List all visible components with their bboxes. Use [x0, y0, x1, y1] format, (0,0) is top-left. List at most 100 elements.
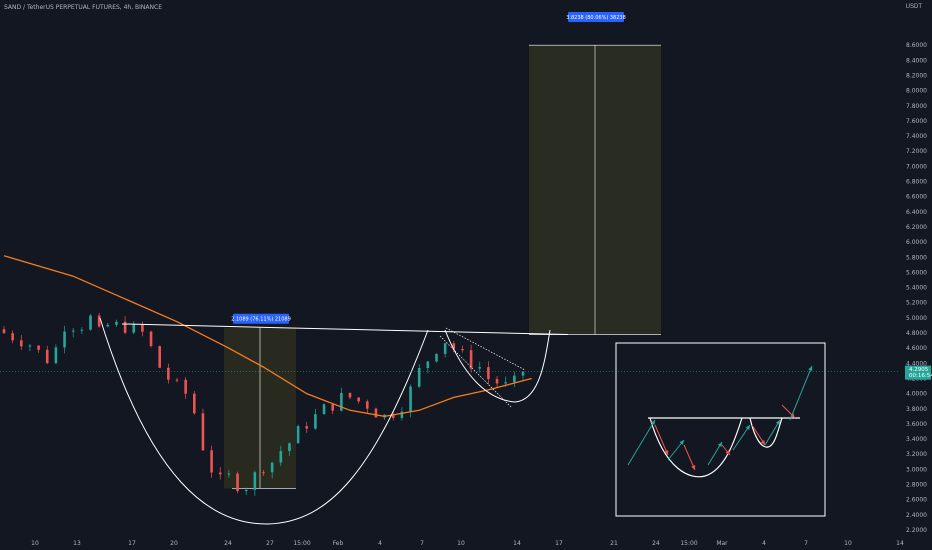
candle-body	[80, 329, 84, 331]
x-tick-label: 10	[844, 540, 852, 547]
x-tick-label: 4	[378, 540, 382, 547]
x-tick-label: 24	[652, 540, 660, 547]
x-tick-label: 17	[555, 540, 563, 547]
candle-body	[45, 349, 49, 364]
y-tick-label: 7.6000	[906, 118, 927, 125]
candle-body	[97, 315, 101, 327]
candle-body	[175, 379, 179, 381]
x-tick-label: 27	[266, 540, 274, 547]
candle-body	[20, 340, 23, 347]
candle-body	[115, 321, 118, 325]
candle-body	[262, 472, 265, 474]
candle-body	[28, 345, 32, 347]
inset-arrow-up-head	[717, 442, 722, 447]
x-tick-label: 14	[896, 540, 904, 547]
x-tick-label: 24	[224, 540, 232, 547]
candle-body	[400, 411, 404, 418]
candle-body	[487, 367, 490, 380]
inset-arrow-down	[654, 424, 669, 456]
candle-body	[426, 361, 430, 368]
candle-body	[71, 330, 75, 332]
y-tick-label: 6.6000	[906, 194, 927, 201]
y-tick-label: 5.2000	[906, 300, 927, 307]
candle-body	[461, 349, 464, 351]
candle-body	[236, 473, 239, 492]
candle-body	[149, 331, 153, 347]
y-tick-label: 5.8000	[906, 254, 927, 261]
y-tick-label: 6.8000	[906, 179, 927, 186]
x-tick-label: 15:00	[293, 540, 310, 547]
x-tick-label: 10	[457, 540, 465, 547]
y-tick-label: 8.6000	[906, 42, 927, 49]
x-tick-label: Mar	[716, 540, 728, 547]
candle-body	[322, 404, 326, 415]
cup-handle-inset	[615, 342, 826, 517]
y-tick-label: 6.4000	[906, 209, 927, 216]
currency-label: USDT	[905, 4, 922, 10]
candle-body	[244, 489, 248, 492]
y-tick-label: 2.6000	[906, 497, 927, 504]
candle-body	[305, 426, 309, 429]
candle-body	[331, 404, 334, 411]
y-tick-label: 3.6000	[906, 421, 927, 428]
y-tick-label: 5.6000	[906, 269, 927, 276]
candle-body	[37, 345, 40, 350]
y-tick-label: 6.0000	[906, 239, 927, 246]
current-price-tag	[905, 365, 931, 380]
candle-body	[201, 413, 205, 451]
inset-arrow-down-head	[760, 440, 765, 445]
y-tick-label: 7.2000	[906, 148, 927, 155]
candle-body	[11, 333, 14, 341]
neckline	[121, 323, 569, 336]
x-tick-label: 17	[128, 540, 136, 547]
candle-body	[504, 382, 507, 384]
cup-curve	[99, 317, 429, 525]
candle-body	[435, 353, 438, 362]
candle-body	[409, 386, 412, 412]
y-tick-label: 3.4000	[906, 436, 927, 443]
inset-arrow-up-head	[679, 440, 684, 445]
candle-body	[443, 343, 447, 354]
x-tick-label: 14	[513, 540, 521, 547]
y-tick-label: 7.0000	[906, 163, 927, 170]
y-tick-label: 5.0000	[906, 315, 927, 322]
y-tick-label: 5.4000	[906, 285, 927, 292]
inset-arrow-up	[732, 424, 751, 451]
handle-channel-bottom	[439, 335, 513, 409]
y-tick-label: 8.2000	[906, 72, 927, 79]
inset-arrow-down-head	[691, 465, 696, 470]
candle-body	[478, 367, 482, 369]
candle-body	[469, 350, 473, 369]
candle-body	[296, 426, 300, 444]
y-tick-label: 3.2000	[906, 451, 927, 458]
candle-body	[2, 329, 6, 334]
inset-frame	[615, 342, 826, 517]
y-tick-label: 4.6000	[906, 345, 927, 352]
handle-curve	[444, 329, 551, 403]
y-tick-label: 7.4000	[906, 133, 927, 140]
current-price-value: 4.2905	[909, 367, 929, 373]
y-tick-label: 3.0000	[906, 466, 927, 473]
candle-body	[417, 367, 421, 387]
candle-body	[132, 324, 136, 333]
symbol-title: SAND / TetherUS PERPETUAL FUTURES, 4h, B…	[4, 4, 162, 11]
inset-arrow-up	[627, 419, 656, 466]
candles	[2, 312, 525, 496]
measure-boxes	[224, 44, 661, 489]
candle-body	[167, 367, 170, 380]
inset-arrow-down-head	[725, 450, 730, 455]
y-tick-label: 4.4000	[906, 360, 927, 367]
y-tick-label: 6.2000	[906, 224, 927, 231]
measure-label-left: 2.1089 (76.11%) 21089	[231, 317, 291, 323]
candle-body	[63, 331, 66, 348]
candle-body	[184, 379, 187, 394]
measure-label-right-bg	[568, 12, 624, 22]
inset-arrow-up-head	[775, 420, 780, 425]
inset-arrow-up-head	[650, 420, 655, 425]
candle-body	[193, 393, 196, 414]
inset-arrow-up-head	[745, 425, 750, 430]
candle-body	[279, 451, 283, 463]
y-tick-label: 8.0000	[906, 88, 927, 95]
inset-arrow-down	[683, 444, 696, 471]
